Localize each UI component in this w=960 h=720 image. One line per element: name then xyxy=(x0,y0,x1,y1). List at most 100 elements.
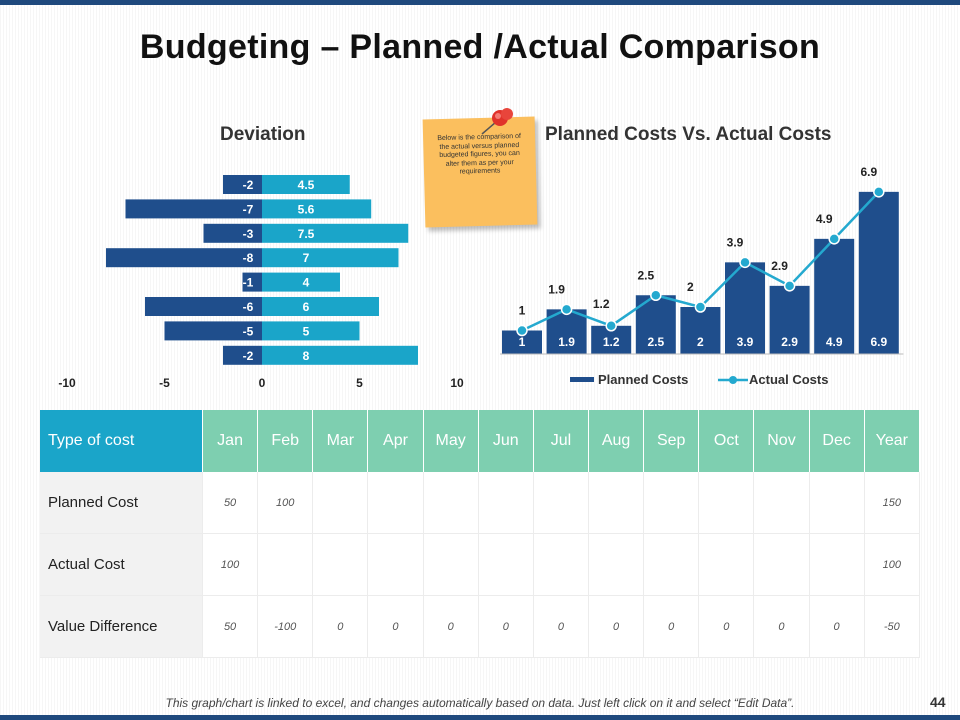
planned-cost-bar xyxy=(769,285,810,354)
deviation-negative-bar xyxy=(223,175,262,194)
table-cell xyxy=(423,533,479,596)
deviation-positive-label: 8 xyxy=(303,349,310,363)
legend-actual-label: Actual Costs xyxy=(749,372,828,387)
table-header-cell: Dec xyxy=(809,410,865,472)
deviation-positive-bar xyxy=(262,175,350,194)
table-header-cell: Jun xyxy=(478,410,534,472)
table-header-row: Type of cost Jan Feb Mar Apr May Jun Jul Aug Sep O… xyxy=(40,410,921,472)
deviation-positive-label: 4 xyxy=(303,276,310,290)
planned-cost-label: 4.9 xyxy=(826,335,843,349)
actual-cost-point xyxy=(650,289,662,301)
table-cell: 100 xyxy=(202,533,259,596)
deviation-negative-bar xyxy=(164,321,262,341)
legend-planned-swatch xyxy=(570,377,594,382)
deviation-positive-bar xyxy=(262,223,409,243)
table-row-label: Planned Cost xyxy=(40,472,203,534)
table-cell: 0 xyxy=(478,595,534,658)
table-header-type: Type of cost xyxy=(40,410,203,472)
deviation-negative-label: -5 xyxy=(243,324,254,338)
table-header-cell: Feb xyxy=(257,410,314,472)
deviation-positive-bar xyxy=(262,248,399,268)
table-header-cell: Mar xyxy=(312,410,369,472)
table-cell xyxy=(809,533,865,596)
table-cell xyxy=(312,533,369,596)
table-header-cell: Oct xyxy=(698,410,755,472)
table-cell xyxy=(533,533,589,596)
deviation-axis-tick: -10 xyxy=(58,376,76,390)
planned-cost-bar xyxy=(502,330,542,354)
footer-note: This graph/chart is linked to excel, and… xyxy=(165,696,795,710)
table-cell: 0 xyxy=(423,595,479,658)
bottom-accent-bar xyxy=(0,715,960,720)
planned-actual-chart[interactable]: 1 1.9 1.2 2.5 2 3.9 2.9 4.9 6.9 1 1.9 1.2 2.5 2 3.9 2.9… xyxy=(490,150,920,400)
deviation-axis-tick: 10 xyxy=(450,376,464,390)
table-cell: 50 xyxy=(202,472,259,534)
table-cell xyxy=(533,472,589,534)
table-cell xyxy=(367,533,424,596)
table-header-cell: Sep xyxy=(643,410,700,472)
legend-actual-marker xyxy=(729,376,737,384)
actual-cost-point xyxy=(516,324,528,337)
table-row-label: Actual Cost xyxy=(40,533,203,596)
deviation-positive-label: 7.5 xyxy=(298,227,315,241)
deviation-positive-label: 5.6 xyxy=(298,202,315,216)
table-header-cell: Aug xyxy=(588,410,645,472)
deviation-negative-bar xyxy=(125,199,262,219)
actual-cost-point xyxy=(560,303,573,316)
table-cell: 0 xyxy=(312,595,369,658)
deviation-positive-label: 6 xyxy=(303,300,310,314)
table-row: Actual Cost 100 100 xyxy=(40,533,921,596)
deviation-positive-label: 7 xyxy=(303,251,310,265)
table-cell xyxy=(423,472,479,534)
table-cell: 50 xyxy=(202,595,259,658)
table-cell xyxy=(643,472,700,534)
table-cell xyxy=(643,533,700,596)
table-cell: 100 xyxy=(257,472,314,534)
actual-cost-label: 1 xyxy=(519,304,526,318)
actual-cost-label: 1.9 xyxy=(548,282,565,296)
planned-cost-bar xyxy=(814,238,855,354)
table-row: Value Difference 50 -100 0 0 0 0 0 0 0 0 0 0 -50 xyxy=(40,595,921,658)
table-cell xyxy=(478,472,534,534)
deviation-negative-bar xyxy=(223,345,262,365)
planned-cost-label: 1.9 xyxy=(558,335,575,349)
deviation-negative-label: -7 xyxy=(243,202,254,216)
table-header-cell: Nov xyxy=(753,410,810,472)
actual-cost-label: 4.9 xyxy=(816,212,833,226)
table-cell xyxy=(478,533,534,596)
table-cell xyxy=(753,472,810,534)
planned-cost-bar xyxy=(725,262,765,354)
planned-cost-label: 3.9 xyxy=(737,335,754,349)
deviation-negative-label: -2 xyxy=(243,349,254,363)
actual-cost-point xyxy=(694,301,707,313)
table-cell: 0 xyxy=(753,595,810,658)
deviation-negative-bar xyxy=(145,297,262,316)
deviation-positive-label: 5 xyxy=(303,324,310,338)
actual-cost-label: 1.2 xyxy=(593,297,610,311)
actual-cost-point xyxy=(873,186,885,198)
table-header-cell: Year xyxy=(864,410,921,472)
table-header-cell: Jul xyxy=(533,410,589,472)
actual-cost-point xyxy=(605,320,617,332)
deviation-axis-tick: 0 xyxy=(259,376,266,390)
page-number: 44 xyxy=(930,694,946,710)
actual-cost-label: 2.9 xyxy=(771,259,788,273)
deviation-negative-label: -1 xyxy=(243,276,254,290)
table-cell xyxy=(312,472,369,534)
deviation-negative-label: -8 xyxy=(243,251,254,265)
deviation-axis-tick: -5 xyxy=(159,376,170,390)
cost-table: Type of cost Jan Feb Mar Apr May Jun Jul Aug Sep O… xyxy=(40,410,921,658)
deviation-axis-tick: 5 xyxy=(356,376,363,390)
actual-cost-label: 2.5 xyxy=(637,268,654,282)
table-cell: 0 xyxy=(809,595,865,658)
table-cell xyxy=(698,533,755,596)
deviation-chart[interactable]: -2 -7 -3 -8 -1 -6 -5 -2 4.5 5.6 7.5 7 4 6 5 8 -10 -5 0 5 10 xyxy=(30,160,480,400)
actual-cost-label: 6.9 xyxy=(860,165,877,179)
table-cell: 100 xyxy=(864,533,921,596)
table-header-cell: May xyxy=(423,410,479,472)
planned-cost-bar xyxy=(858,191,899,354)
planned-cost-label: 2.5 xyxy=(647,335,664,349)
actual-cost-point xyxy=(739,256,751,269)
table-row-label: Value Difference xyxy=(40,595,203,658)
planned-cost-label: 2 xyxy=(697,335,704,349)
